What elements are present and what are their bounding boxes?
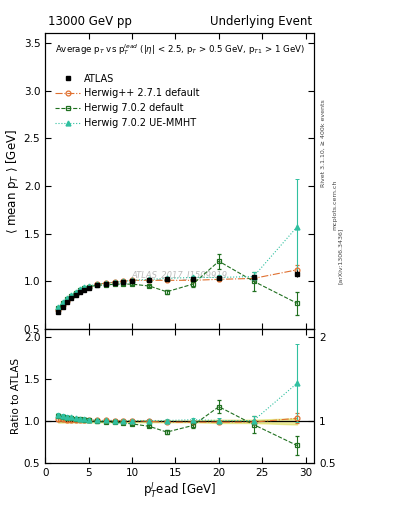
Text: ATLAS_2017_I1509919: ATLAS_2017_I1509919 [132,270,228,279]
Y-axis label: ⟨ mean p$_{T}$ ⟩ [GeV]: ⟨ mean p$_{T}$ ⟩ [GeV] [4,129,21,233]
Text: Underlying Event: Underlying Event [209,15,312,28]
Y-axis label: Ratio to ATLAS: Ratio to ATLAS [11,358,21,434]
Legend: ATLAS, Herwig++ 2.7.1 default, Herwig 7.0.2 default, Herwig 7.0.2 UE-MMHT: ATLAS, Herwig++ 2.7.1 default, Herwig 7.… [55,74,199,128]
Text: [arXiv:1306.3436]: [arXiv:1306.3436] [338,228,343,284]
X-axis label: p$_{T}^{l}$ead [GeV]: p$_{T}^{l}$ead [GeV] [143,481,217,500]
Text: Rivet 3.1.10, ≥ 400k events: Rivet 3.1.10, ≥ 400k events [320,99,325,187]
Text: Average p$_{T}$ vs p$_{T}^{lead}$ (|$\eta$| < 2.5, p$_{T}$ > 0.5 GeV, p$_{T1}$ >: Average p$_{T}$ vs p$_{T}^{lead}$ (|$\et… [55,42,305,57]
Text: 13000 GeV pp: 13000 GeV pp [48,15,132,28]
Text: mcplots.cern.ch: mcplots.cern.ch [332,180,337,230]
